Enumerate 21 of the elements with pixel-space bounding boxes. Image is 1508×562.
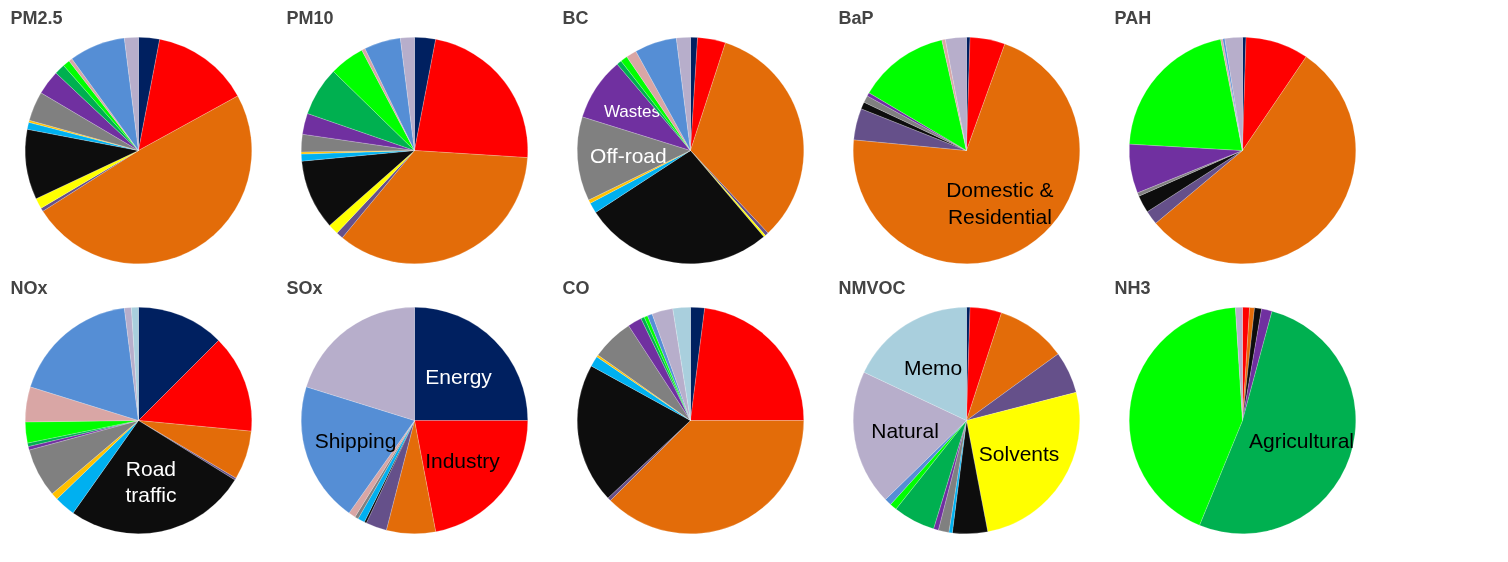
- chart-title: NMVOC: [838, 277, 906, 298]
- slice-label: Road traffic: [125, 456, 177, 507]
- slice-label: Shipping: [314, 429, 397, 453]
- slice-label: Natural: [871, 419, 939, 443]
- chart-title: PM10: [286, 7, 334, 28]
- slice-label: Off-road: [590, 143, 667, 167]
- chart-title: NOx: [10, 277, 48, 298]
- slice-label: Domestic & Residential: [946, 178, 1054, 228]
- chart-title: BaP: [838, 7, 874, 28]
- chart-title: SOx: [286, 277, 323, 298]
- slice-label: Industry: [425, 448, 501, 472]
- chart-title: CO: [562, 277, 590, 298]
- chart-title: PM2.5: [10, 7, 63, 28]
- slice-label: Solvents: [978, 442, 1060, 466]
- slice-label: Energy: [425, 364, 493, 388]
- slice-label: Wastes: [603, 102, 660, 122]
- chart-title: PAH: [1114, 7, 1152, 28]
- slice-label: Memo: [903, 356, 963, 380]
- chart-title: NH3: [1114, 277, 1151, 298]
- slice-label: Agricultural: [1248, 429, 1355, 453]
- chart-title: BC: [562, 7, 589, 28]
